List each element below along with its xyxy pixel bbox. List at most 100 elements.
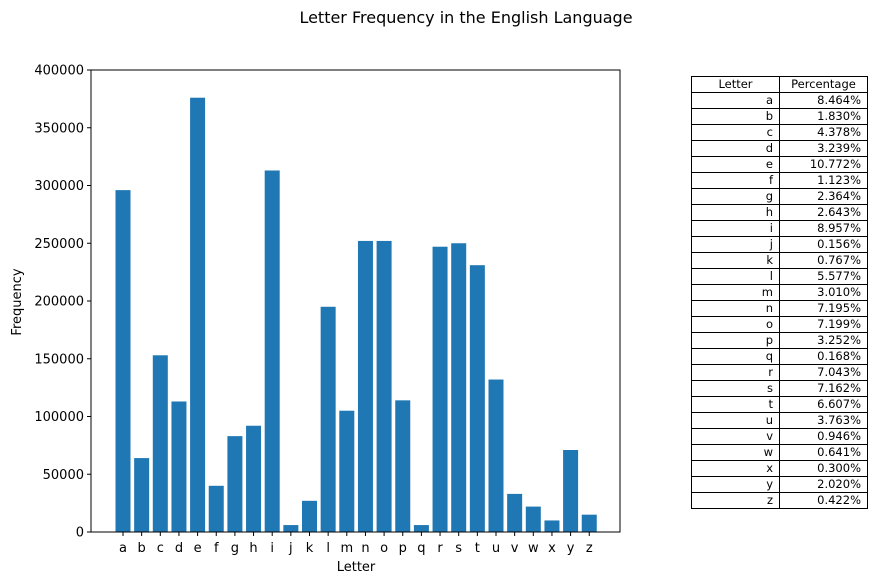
table-cell-percentage: 2.643% xyxy=(779,204,868,221)
x-tick-label: e xyxy=(194,541,202,556)
table-header-row: Letter Percentage xyxy=(691,76,868,93)
table-cell-percentage: 3.763% xyxy=(779,412,868,429)
table-cell-letter: b xyxy=(691,108,780,125)
table-row: w 0.641% xyxy=(691,444,868,461)
table-row: b 1.830% xyxy=(691,108,868,125)
table-row: m 3.010% xyxy=(691,284,868,301)
table-cell-letter: v xyxy=(691,428,780,445)
table-row: y 2.020% xyxy=(691,476,868,493)
table-cell-percentage: 0.641% xyxy=(779,444,868,461)
table-cell-letter: x xyxy=(691,460,780,477)
bar-k xyxy=(302,500,317,532)
x-tick-label: k xyxy=(306,541,314,556)
table-cell-percentage: 0.156% xyxy=(779,236,868,253)
table-cell-letter: i xyxy=(691,220,780,237)
bar-c xyxy=(152,355,168,532)
x-tick-label: r xyxy=(437,541,443,556)
table-row: g 2.364% xyxy=(691,188,868,205)
y-tick-label: 150000 xyxy=(34,352,84,367)
y-tick-label: 300000 xyxy=(34,179,84,194)
x-tick-label: f xyxy=(214,541,219,556)
table-cell-letter: h xyxy=(691,204,780,221)
table-cell-letter: g xyxy=(691,188,780,205)
y-tick-label: 50000 xyxy=(43,468,84,483)
table-cell-letter: r xyxy=(691,364,780,381)
table-cell-letter: s xyxy=(691,380,780,397)
y-tick-label: 350000 xyxy=(34,121,84,136)
table-cell-letter: z xyxy=(691,492,780,509)
table-cell-letter: n xyxy=(691,300,780,317)
bar-x xyxy=(544,520,560,532)
table-cell-letter: f xyxy=(691,172,780,189)
x-tick-label: a xyxy=(119,541,127,556)
x-tick-label: u xyxy=(492,541,500,556)
x-tick-label: v xyxy=(511,541,519,556)
bar-p xyxy=(395,400,411,532)
table-cell-letter: e xyxy=(691,156,780,173)
bar-v xyxy=(507,493,523,532)
bar-e xyxy=(190,97,206,532)
bar-o xyxy=(376,240,392,532)
table-row: v 0.946% xyxy=(691,428,868,445)
x-axis-label: Letter xyxy=(337,560,376,575)
bar-z xyxy=(581,514,597,532)
table-cell-percentage: 2.364% xyxy=(779,188,868,205)
chart-title: Letter Frequency in the English Language xyxy=(299,8,632,27)
y-tick-label: 0 xyxy=(76,526,84,541)
x-tick-label: t xyxy=(475,541,480,556)
x-tick-label: z xyxy=(586,541,593,556)
table-row: c 4.378% xyxy=(691,124,868,141)
x-tick-label: n xyxy=(361,541,369,556)
bar-l xyxy=(320,306,336,532)
plot-area: 0 50000 100000 150000 200000 250000 300000 3500… xyxy=(34,64,621,556)
table-cell-letter: t xyxy=(691,396,780,413)
bar-f xyxy=(208,485,224,532)
table-cell-percentage: 7.195% xyxy=(779,300,868,317)
table-row: r 7.043% xyxy=(691,364,868,381)
table-cell-letter: w xyxy=(691,444,780,461)
table-header-percentage: Percentage xyxy=(779,76,868,93)
x-tick-label: q xyxy=(417,541,425,556)
x-tick-label: g xyxy=(231,541,239,556)
bar-h xyxy=(246,425,262,532)
y-tick-label: 250000 xyxy=(34,237,84,252)
x-tick-label: m xyxy=(340,541,353,556)
table-cell-percentage: 5.577% xyxy=(779,268,868,285)
table-cell-percentage: 0.767% xyxy=(779,252,868,269)
x-tick-label: h xyxy=(249,541,257,556)
table-cell-percentage: 7.162% xyxy=(779,380,868,397)
y-tick-label: 200000 xyxy=(34,295,84,310)
x-tick-label: j xyxy=(288,541,293,556)
x-tick-label: b xyxy=(138,541,146,556)
table-row: x 0.300% xyxy=(691,460,868,477)
table-cell-letter: c xyxy=(691,124,780,141)
y-axis-label: Frequency xyxy=(10,268,25,335)
x-tick-label: c xyxy=(157,541,164,556)
bar-i xyxy=(264,170,280,533)
table-cell-letter: j xyxy=(691,236,780,253)
table-cell-letter: o xyxy=(691,316,780,333)
table-cell-percentage: 8.957% xyxy=(779,220,868,237)
x-tick-label: y xyxy=(567,541,575,556)
table-cell-letter: k xyxy=(691,252,780,269)
table-cell-percentage: 0.946% xyxy=(779,428,868,445)
table-cell-percentage: 2.020% xyxy=(779,476,868,493)
bar-q xyxy=(413,525,429,532)
table-cell-letter: y xyxy=(691,476,780,493)
table-row: t 6.607% xyxy=(691,396,868,413)
table-header-letter: Letter xyxy=(691,76,780,93)
x-tick-label: s xyxy=(455,541,462,556)
table-row: q 0.168% xyxy=(691,348,868,365)
table-cell-percentage: 3.010% xyxy=(779,284,868,301)
bar-w xyxy=(525,506,541,532)
y-tick-label: 100000 xyxy=(34,410,84,425)
x-tick-label: w xyxy=(528,541,539,556)
table-cell-letter: p xyxy=(691,332,780,349)
table-row: o 7.199% xyxy=(691,316,868,333)
table-row: a 8.464% xyxy=(691,92,868,109)
table-cell-percentage: 8.464% xyxy=(779,92,868,109)
x-tick-label: o xyxy=(380,541,388,556)
table-row: e 10.772% xyxy=(691,156,868,173)
table-cell-percentage: 0.422% xyxy=(779,492,868,509)
bar-r xyxy=(432,246,448,532)
